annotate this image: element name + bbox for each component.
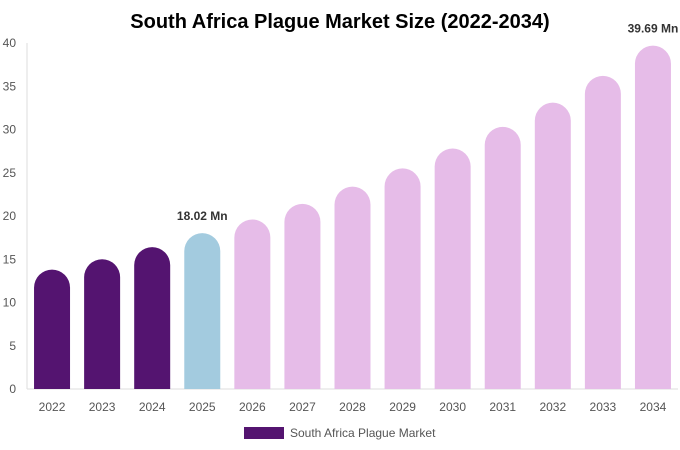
bar-2026[interactable] <box>234 219 271 389</box>
y-tick-label: 40 <box>3 36 17 50</box>
legend[interactable]: South Africa Plague Market <box>244 426 436 440</box>
x-tick-label: 2029 <box>389 400 416 414</box>
bars <box>34 45 671 390</box>
y-tick-label: 0 <box>9 382 16 396</box>
x-tick-label: 2034 <box>640 400 667 414</box>
x-tick-label: 2027 <box>289 400 316 414</box>
bar-2031[interactable] <box>484 126 521 389</box>
y-tick-label: 35 <box>3 79 17 93</box>
y-axis-ticks: 0 5 10 15 20 25 30 35 40 <box>3 36 17 396</box>
x-tick-label: 2022 <box>39 400 66 414</box>
x-tick-label: 2032 <box>539 400 566 414</box>
y-tick-label: 5 <box>9 339 16 353</box>
x-axis-ticks: 2022 2023 2024 2025 2026 2027 2028 2029 2030 2031… <box>39 400 667 414</box>
bar-2022[interactable] <box>34 269 71 389</box>
bar-2034[interactable] <box>634 45 671 390</box>
y-tick-label: 10 <box>3 296 17 310</box>
x-tick-label: 2033 <box>590 400 617 414</box>
y-tick-label: 25 <box>3 166 17 180</box>
chart-title: South Africa Plague Market Size (2022-20… <box>130 11 549 33</box>
legend-swatch <box>244 427 284 439</box>
bar-2030[interactable] <box>434 148 471 389</box>
bar-2033[interactable] <box>584 75 621 390</box>
bar-2023[interactable] <box>84 259 121 389</box>
x-tick-label: 2023 <box>89 400 116 414</box>
bar-2028[interactable] <box>334 186 371 389</box>
bar-2027[interactable] <box>284 203 321 389</box>
y-tick-label: 15 <box>3 252 17 266</box>
x-tick-label: 2026 <box>239 400 266 414</box>
y-tick-label: 20 <box>3 209 17 223</box>
data-labels: 18.02 Mn 39.69 Mn <box>177 22 678 223</box>
data-label-2034: 39.69 Mn <box>628 22 679 36</box>
y-tick-label: 30 <box>3 123 17 137</box>
bar-2029[interactable] <box>384 168 421 389</box>
bar-2025[interactable] <box>184 233 221 389</box>
x-tick-label: 2025 <box>189 400 216 414</box>
data-label-2025: 18.02 Mn <box>177 209 228 223</box>
x-tick-label: 2028 <box>339 400 366 414</box>
x-tick-label: 2031 <box>489 400 516 414</box>
x-tick-label: 2024 <box>139 400 166 414</box>
bar-2024[interactable] <box>134 247 171 389</box>
legend-label: South Africa Plague Market <box>290 426 436 440</box>
bar-2032[interactable] <box>534 102 571 389</box>
x-tick-label: 2030 <box>439 400 466 414</box>
